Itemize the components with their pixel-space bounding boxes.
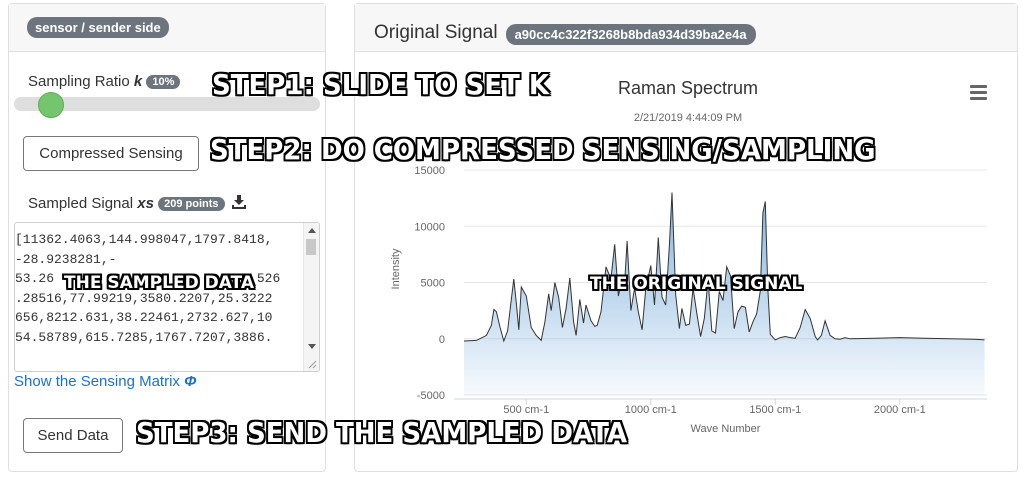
sampled-signal-variable: xs bbox=[137, 195, 154, 212]
original-signal-annotation: THE ORIGINAL SIGNAL bbox=[590, 274, 803, 294]
y-tick-label: -5000 bbox=[417, 390, 445, 402]
sampled-signal-text: Sampled Signal bbox=[28, 195, 134, 212]
sampling-ratio-slider-thumb[interactable] bbox=[38, 92, 64, 118]
sampled-signal-values: [11362.4063,144.998047,1797.8418, -28.92… bbox=[15, 232, 281, 345]
chart-title: Raman Spectrum bbox=[618, 78, 758, 98]
scroll-up-icon[interactable] bbox=[305, 227, 319, 235]
sampled-data-annotation: THE SAMPLED DATA bbox=[64, 273, 254, 293]
download-icon[interactable] bbox=[231, 195, 246, 209]
points-count-badge: 209 points bbox=[158, 197, 225, 212]
y-axis-title: Intensity bbox=[390, 248, 402, 289]
y-tick-label: 10000 bbox=[414, 221, 445, 233]
sender-side-badge: sensor / sender side bbox=[27, 17, 169, 38]
sampling-ratio-variable: k bbox=[133, 73, 143, 90]
spectrum-line bbox=[463, 192, 985, 343]
sampling-ratio-text: Sampling Ratio bbox=[28, 73, 130, 90]
compressed-sensing-button[interactable]: Compressed Sensing bbox=[23, 136, 199, 171]
y-tick-label: 0 bbox=[439, 334, 445, 346]
sampling-ratio-badge: 10% bbox=[146, 75, 181, 90]
x-tick-label: 2000 cm-1 bbox=[874, 404, 926, 416]
phi-symbol: Φ bbox=[184, 373, 197, 390]
spectrum-area bbox=[464, 192, 985, 395]
send-data-button[interactable]: Send Data bbox=[23, 418, 123, 453]
resize-grip-icon[interactable] bbox=[308, 360, 317, 369]
original-signal-header: Original Signal a90cc4c322f3268b8bda934d… bbox=[355, 4, 1017, 52]
sampling-ratio-slider-track[interactable] bbox=[14, 97, 320, 111]
step3-annotation: STEP3: SEND THE SAMPLED DATA bbox=[136, 416, 628, 449]
signal-hash-badge: a90cc4c322f3268b8bda934d39ba2e4a bbox=[505, 23, 756, 45]
x-axis-title: Wave Number bbox=[691, 423, 761, 435]
step1-annotation: STEP1: SLIDE TO SET K bbox=[212, 68, 550, 101]
raman-spectrum-chart: Raman Spectrum 2/21/2019 4:44:09 PM -5000 0… bbox=[390, 78, 987, 435]
sender-panel-header: sensor / sender side bbox=[9, 4, 325, 52]
scroll-down-icon[interactable] bbox=[305, 343, 319, 351]
x-tick-label: 1000 cm-1 bbox=[625, 404, 677, 416]
sampled-signal-textarea[interactable]: [11362.4063,144.998047,1797.8418, -28.92… bbox=[14, 222, 320, 372]
step2-annotation: STEP2: DO COMPRESSED SENSING/SAMPLING bbox=[210, 133, 876, 166]
textarea-scroll-thumb[interactable] bbox=[306, 239, 316, 255]
y-tick-label: 15000 bbox=[414, 165, 445, 177]
sampled-signal-label: Sampled Signal xs 209 points bbox=[28, 195, 246, 212]
textarea-scrollbar[interactable] bbox=[303, 223, 319, 371]
hamburger-menu-icon[interactable] bbox=[970, 85, 987, 100]
sensing-matrix-link-text: Show the Sensing Matrix bbox=[14, 373, 180, 390]
panel-title: Original Signal bbox=[374, 22, 498, 43]
sampling-ratio-label: Sampling Ratio k 10% bbox=[28, 73, 181, 90]
x-tick-label: 500 cm-1 bbox=[503, 404, 549, 416]
show-sensing-matrix-link[interactable]: Show the Sensing Matrix Φ bbox=[14, 373, 196, 390]
y-tick-label: 5000 bbox=[421, 278, 445, 290]
x-tick-label: 1500 cm-1 bbox=[749, 404, 801, 416]
chart-subtitle: 2/21/2019 4:44:09 PM bbox=[634, 112, 742, 124]
